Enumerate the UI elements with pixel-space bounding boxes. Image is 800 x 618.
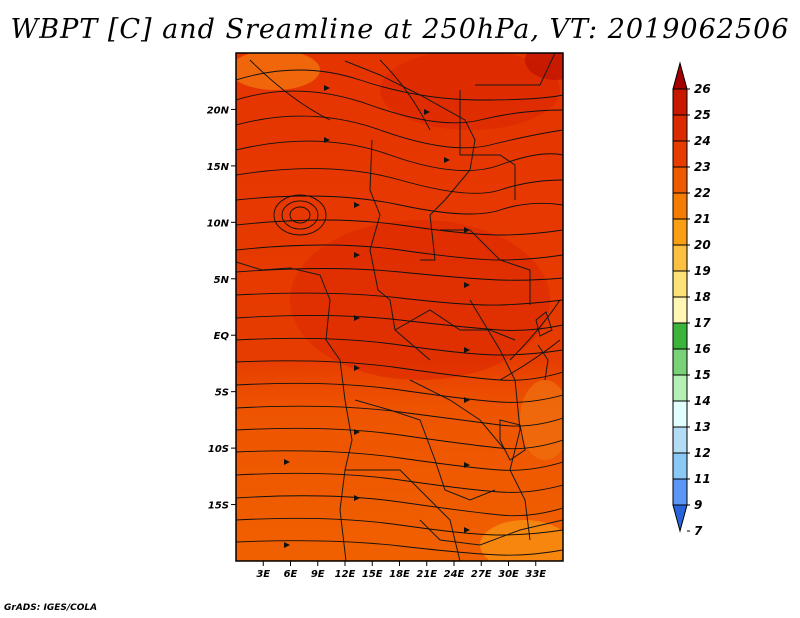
colorbar-label: 21 xyxy=(694,212,711,226)
lon-tick-label: 9E xyxy=(311,569,325,580)
lat-tick-label: 5N xyxy=(214,275,230,286)
colorbar-label: 14 xyxy=(694,394,711,408)
lon-tick-label: 12E xyxy=(335,569,356,580)
lon-tick-label: 27E xyxy=(471,569,492,580)
colorbar-label: 20 xyxy=(694,238,711,252)
colorbar-label: 7 xyxy=(694,524,703,538)
colorbar-label: 24 xyxy=(694,134,711,148)
colorbar-label: 9 xyxy=(694,498,702,512)
colorbar-swatch xyxy=(672,88,688,116)
warm-patch-corner xyxy=(525,53,563,80)
lat-tick-label: 15S xyxy=(208,501,229,512)
lon-tick-label: 30E xyxy=(498,569,519,580)
lon-tick-label: 6E xyxy=(284,569,298,580)
colorbar-bottom-arrow xyxy=(672,504,688,533)
colorbar-label: 18 xyxy=(694,290,711,304)
colorbar-swatch xyxy=(672,452,688,480)
colorbar-swatch xyxy=(672,322,688,350)
colorbar-label: 26 xyxy=(694,82,711,96)
lon-tick-label: 3E xyxy=(256,569,270,580)
colorbar-swatch xyxy=(672,296,688,324)
colorbar-label: 25 xyxy=(694,108,711,122)
colorbar-swatch xyxy=(672,166,688,194)
lon-tick-label: 24E xyxy=(444,569,465,580)
colorbar-swatch xyxy=(672,270,688,298)
streamline-arrows xyxy=(284,85,470,548)
colorbar-label: 16 xyxy=(694,342,711,356)
lat-tick-label: 20N xyxy=(207,105,230,116)
colorbar-swatch xyxy=(672,400,688,428)
colorbar-swatch xyxy=(672,218,688,246)
colorbar-swatch xyxy=(672,244,688,272)
lon-tick-label: 21E xyxy=(416,569,437,580)
colorbar-swatch xyxy=(672,192,688,220)
lat-tick-label: 10N xyxy=(207,218,230,229)
colorbar-swatch xyxy=(672,426,688,454)
lat-tick-label: 5S xyxy=(215,388,229,399)
colorbar-swatch xyxy=(672,114,688,142)
lat-tick-label: 15N xyxy=(207,162,230,173)
colorbar-label: 15 xyxy=(694,368,711,382)
colorbar-swatch xyxy=(672,374,688,402)
colorbar-swatch xyxy=(672,348,688,376)
colorbar-swatch xyxy=(672,140,688,168)
cool-patch xyxy=(520,380,563,460)
colorbar-label: 13 xyxy=(694,420,711,434)
colorbar-label: 19 xyxy=(694,264,711,278)
latitude-axis: 20N 15N 10N 5N EQ 5S 10S 15S xyxy=(207,105,236,512)
colorbar-top-arrow xyxy=(672,61,688,90)
lat-tick-label: EQ xyxy=(214,331,230,342)
lon-tick-label: 18E xyxy=(389,569,410,580)
page-title: WBPT [C] and Sreamline at 250hPa, VT: 20… xyxy=(10,14,790,45)
map-panel xyxy=(235,52,564,562)
colorbar-label: 12 xyxy=(694,446,711,460)
lon-tick-label: 33E xyxy=(525,569,546,580)
colorbar-label: 23 xyxy=(694,160,711,174)
colorbar-swatch xyxy=(672,478,688,506)
country-borders xyxy=(236,53,563,561)
streamlines xyxy=(236,59,563,556)
colorbar-label: 22 xyxy=(694,186,711,200)
colorbar: 26 25 24 23 22 21 20 19 18 17 16 15 14 13 12 11 9 7 xyxy=(672,61,711,538)
longitude-axis: 3E 6E 9E 12E 15E 18E 21E 24E 27E 30E 33E xyxy=(256,561,546,580)
colorbar-label: 11 xyxy=(694,472,711,486)
lat-tick-label: 10S xyxy=(208,444,229,455)
colorbar-label: 17 xyxy=(694,316,711,330)
lon-tick-label: 15E xyxy=(362,569,383,580)
cool-patch xyxy=(480,520,563,561)
grads-credit: GrADS: IGES/COLA xyxy=(4,603,98,613)
